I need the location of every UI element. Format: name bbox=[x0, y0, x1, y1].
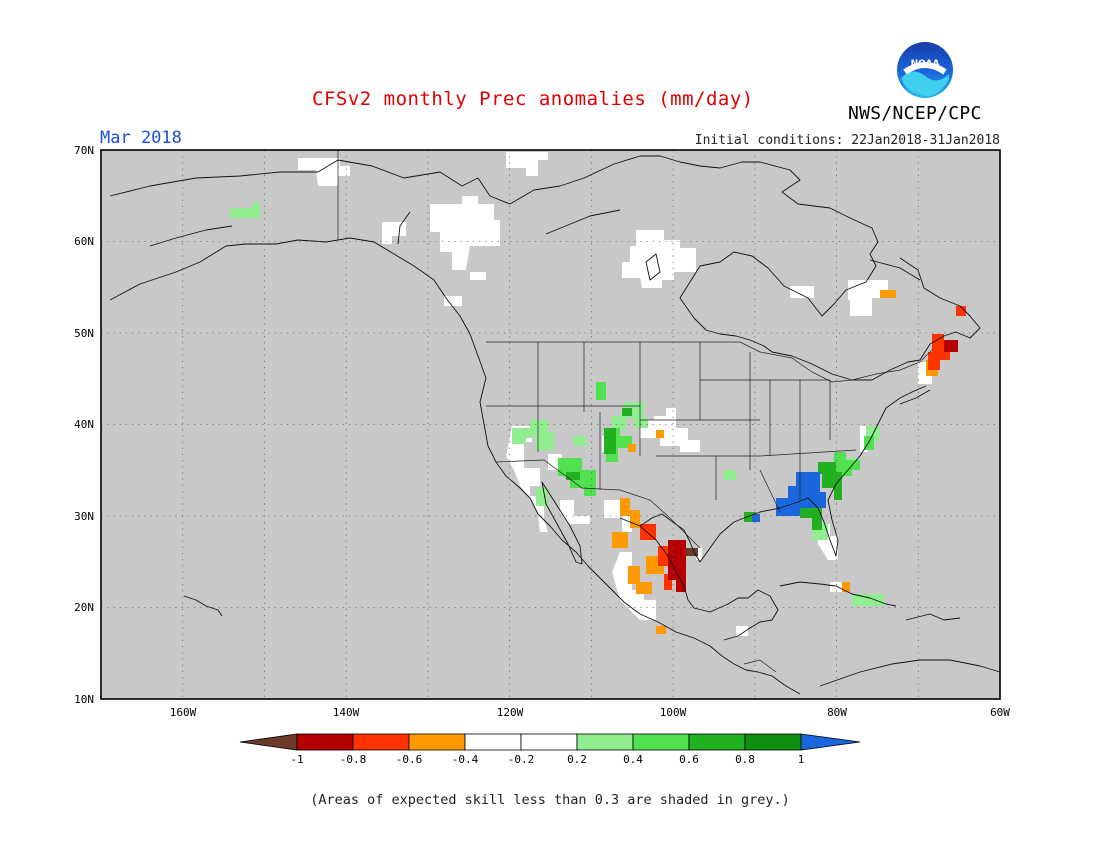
lon-label-80w: 80W bbox=[827, 706, 847, 719]
colorbar-tick-label: 0.6 bbox=[679, 753, 699, 766]
colorbar-tick-label: 1 bbox=[798, 753, 805, 766]
lon-label-60w: 60W bbox=[990, 706, 1010, 719]
colorbar-tick-label: 0.2 bbox=[567, 753, 587, 766]
latitude-labels: 70N 60N 50N 40N 30N 20N 10N bbox=[74, 144, 94, 706]
colorbar-tick-label: -0.4 bbox=[452, 753, 479, 766]
lat-label-60n: 60N bbox=[74, 235, 94, 248]
colorbar-bin bbox=[688, 733, 746, 751]
lon-label-140w: 140W bbox=[333, 706, 360, 719]
colorbar-bin bbox=[296, 733, 354, 751]
lon-label-100w: 100W bbox=[660, 706, 687, 719]
lat-label-40n: 40N bbox=[74, 418, 94, 431]
colorbar-bin bbox=[576, 733, 634, 751]
anomaly-patches bbox=[230, 152, 966, 636]
lon-label-120w: 120W bbox=[497, 706, 524, 719]
colorbar-bin bbox=[520, 733, 578, 751]
longitude-labels: 160W 140W 120W 100W 80W 60W bbox=[170, 706, 1011, 719]
lat-label-10n: 10N bbox=[74, 693, 94, 706]
map-gridlines bbox=[101, 150, 1000, 699]
colorbar-tick-label: 0.4 bbox=[623, 753, 643, 766]
colorbar-tick-label: -1 bbox=[290, 753, 303, 766]
agency-label: NWS/NCEP/CPC bbox=[848, 103, 982, 124]
colorbar-bin bbox=[632, 733, 690, 751]
colorbar: -1 -0.8 -0.6 -0.4 -0.2 0.2 0.4 0.6 0.8 1 bbox=[239, 733, 861, 766]
noaa-logo-text: NOAA bbox=[911, 59, 940, 69]
colorbar-arrow-high bbox=[800, 733, 861, 751]
forecast-period: Mar 2018 bbox=[100, 128, 182, 148]
coastlines bbox=[109, 155, 1001, 695]
colorbar-bin bbox=[744, 733, 802, 751]
skill-footnote: (Areas of expected skill less than 0.3 a… bbox=[310, 792, 790, 808]
political-borders bbox=[337, 150, 933, 673]
colorbar-tick-label: 0.8 bbox=[735, 753, 755, 766]
colorbar-tick-label: -0.6 bbox=[396, 753, 423, 766]
chart-title: CFSv2 monthly Prec anomalies (mm/day) bbox=[312, 88, 754, 110]
colorbar-bin bbox=[464, 733, 522, 751]
colorbar-bin bbox=[352, 733, 410, 751]
lat-label-30n: 30N bbox=[74, 510, 94, 523]
lat-label-20n: 20N bbox=[74, 601, 94, 614]
noaa-logo: NOAA bbox=[897, 42, 953, 98]
lat-label-50n: 50N bbox=[74, 327, 94, 340]
colorbar-bin bbox=[408, 733, 466, 751]
colorbar-arrow-low bbox=[239, 733, 298, 751]
initial-conditions: Initial conditions: 22Jan2018-31Jan2018 bbox=[694, 133, 1000, 148]
lon-label-160w: 160W bbox=[170, 706, 197, 719]
map-frame bbox=[100, 149, 1001, 700]
colorbar-tick-label: -0.8 bbox=[340, 753, 367, 766]
lat-label-70n: 70N bbox=[74, 144, 94, 157]
colorbar-tick-label: -0.2 bbox=[508, 753, 535, 766]
